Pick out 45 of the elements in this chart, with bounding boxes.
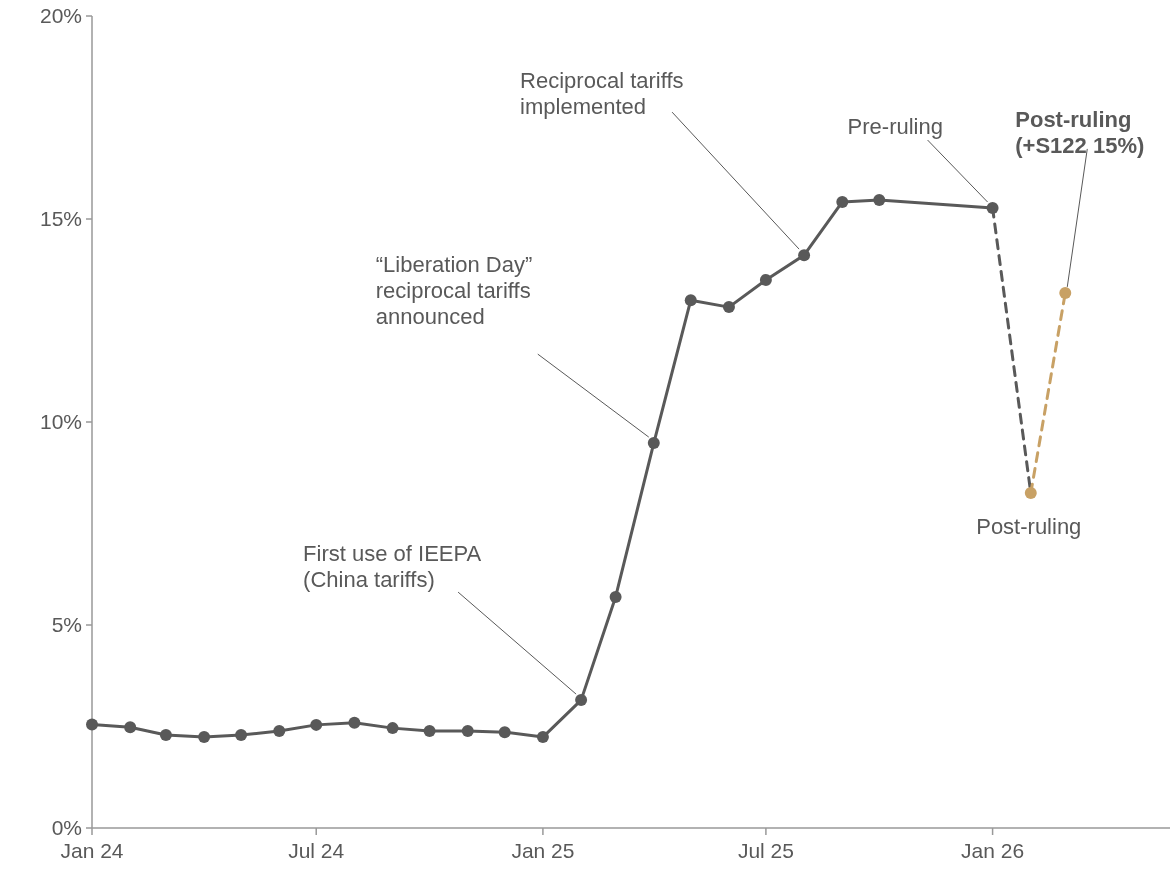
- point: [235, 729, 248, 742]
- point: [873, 193, 886, 206]
- callout-note: Reciprocal tariffs implemented: [520, 68, 800, 250]
- annotation: First use of IEEPA (China tariffs): [303, 541, 482, 593]
- point: [609, 590, 622, 603]
- y-tick-label: 0%: [51, 816, 82, 840]
- point: [575, 694, 588, 707]
- point: [124, 721, 137, 734]
- point: [798, 249, 811, 262]
- point: [348, 716, 361, 729]
- callout-note: Pre-ruling: [847, 114, 989, 203]
- callout-note: First use of IEEPA (China tariffs): [303, 541, 577, 695]
- point: [310, 718, 323, 731]
- point: [159, 729, 172, 742]
- annotation: Pre-ruling: [847, 114, 943, 140]
- callout-note: “Liberation Day” reciprocal tariffs announced: [375, 252, 650, 438]
- point: [423, 724, 436, 737]
- callout-note: Post-ruling: [976, 514, 1082, 540]
- y-tick-label: 5%: [51, 613, 82, 637]
- y-tick-label: 15%: [39, 207, 82, 231]
- point: [273, 724, 286, 737]
- point: [1024, 487, 1037, 500]
- point: [536, 731, 549, 744]
- callout-note: Post-ruling (+S122 15%): [1015, 106, 1145, 288]
- x-tick-label: Jan 25: [511, 839, 575, 862]
- point: [684, 294, 697, 307]
- y-tick-label: 10%: [39, 410, 82, 434]
- point: [386, 722, 399, 735]
- annotation: “Liberation Day” reciprocal tariffs announced: [375, 252, 533, 330]
- x-tick-label: Jan 24: [60, 839, 124, 862]
- point: [498, 726, 511, 739]
- point: [836, 195, 849, 208]
- y-tick-label: 20%: [39, 4, 82, 28]
- point: [759, 273, 772, 286]
- point: [722, 301, 735, 314]
- x-tick-label: Jul 25: [737, 839, 794, 862]
- x-tick-label: Jan 26: [961, 839, 1025, 862]
- point: [1059, 286, 1072, 299]
- point: [461, 724, 474, 737]
- x-tick-label: Jul 24: [288, 839, 345, 862]
- point: [647, 437, 660, 450]
- point: [86, 718, 98, 731]
- point: [198, 731, 211, 744]
- annotation: Reciprocal tariffs implemented: [520, 68, 684, 120]
- annotation: Post-ruling (+S122 15%): [1015, 106, 1145, 158]
